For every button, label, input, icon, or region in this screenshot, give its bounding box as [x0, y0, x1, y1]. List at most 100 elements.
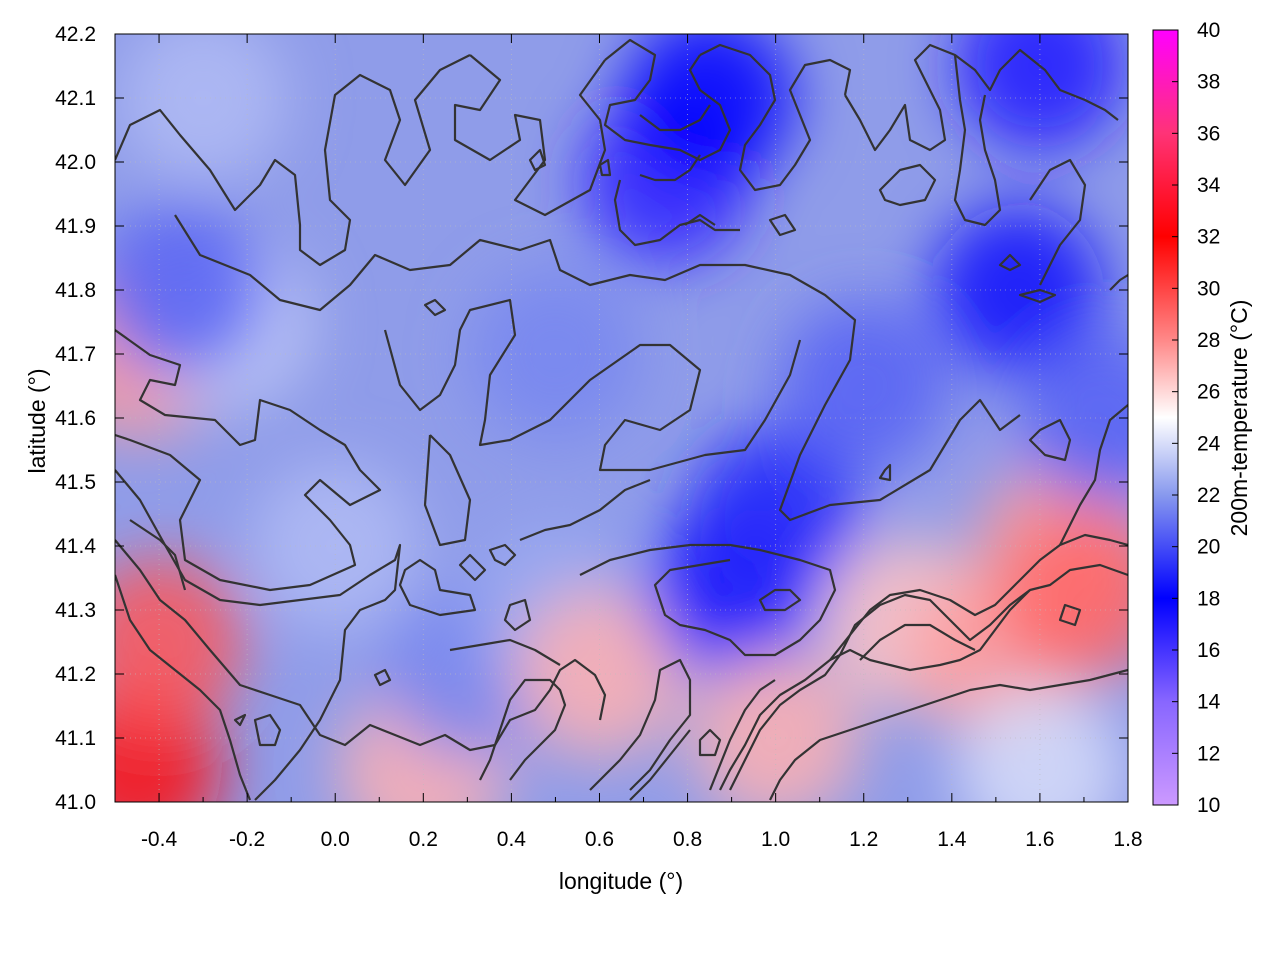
- colorbar-tick-label: 30: [1197, 277, 1220, 300]
- contour-line: [708, 679, 776, 791]
- x-tick-label: 0.2: [409, 828, 438, 851]
- contour-line: [603, 38, 732, 162]
- contour-line: [115, 54, 471, 267]
- plot-area: -0.4 -0.2 0.0 0.2 0.4 0.6 0.8 1.0 1.2 1.4 1.6 1.8 4…: [55, 23, 1143, 851]
- contour-line: [174, 214, 1021, 522]
- contour-line: [488, 543, 517, 567]
- contour-line: [253, 713, 282, 747]
- contour-line: [769, 668, 1128, 801]
- contour-line: [953, 54, 1002, 227]
- contour-line: [233, 713, 247, 727]
- y-tick-label: 41.4: [55, 535, 96, 558]
- colorbar-tick-label: 16: [1197, 639, 1220, 662]
- x-tick-label: 1.6: [1025, 828, 1054, 851]
- contour-line: [768, 213, 797, 237]
- temperature-sample: [932, 205, 1103, 375]
- contour-line: [598, 158, 612, 177]
- contour-line: [494, 658, 607, 746]
- contour-line: [115, 469, 402, 801]
- contour-line: [115, 574, 252, 801]
- colorbar-tick-label: 32: [1197, 226, 1220, 249]
- y-tick-label: 41.1: [55, 727, 96, 750]
- x-axis-ticks: -0.4 -0.2 0.0 0.2 0.4 0.6 0.8 1.0 1.2 1.4 1.6 1.8: [141, 34, 1143, 851]
- contour-line: [758, 588, 802, 612]
- contour-line: [1109, 274, 1128, 291]
- colorbar-ticks: 10 12 14 16 18 20 22 24 26 28 30 32 34 36 38 40: [1172, 19, 1221, 817]
- y-tick-label: 41.5: [55, 471, 96, 494]
- contour-line: [449, 638, 561, 666]
- contour-line: [528, 148, 547, 172]
- colorbar-tick-label: 18: [1197, 587, 1220, 610]
- contour-line: [383, 298, 802, 472]
- contour-line: [479, 678, 567, 781]
- colorbar-tick-label: 26: [1197, 381, 1220, 404]
- x-tick-label: 0.4: [497, 828, 527, 851]
- temperature-sample: [954, 34, 1125, 151]
- contour-line: [613, 179, 740, 247]
- contour-line: [503, 598, 532, 632]
- temperature-sample: [624, 34, 795, 183]
- contour-line: [129, 519, 187, 591]
- y-tick-label: 42.0: [55, 151, 96, 174]
- contour-line: [1058, 603, 1082, 627]
- colorbar-tick-label: 36: [1197, 122, 1220, 145]
- colorbar-tick-label: 14: [1197, 691, 1221, 714]
- temperature-sample: [954, 685, 1125, 802]
- colorbar-tick-label: 24: [1197, 432, 1221, 455]
- contour-line: [639, 104, 711, 132]
- contour-line: [998, 253, 1022, 272]
- contour-line: [115, 329, 382, 592]
- y-tick-label: 41.0: [55, 791, 96, 814]
- colorbar-tick-label: 38: [1197, 71, 1220, 94]
- colorbar-tick-label: 28: [1197, 329, 1220, 352]
- y-axis-ticks: 41.0 41.1 41.2 41.3 41.4 41.5 41.6 41.7 41.8 41.9…: [55, 23, 1128, 814]
- temperature-sample: [778, 301, 949, 471]
- contour-line: [1018, 288, 1057, 304]
- colorbar-tick-label: 20: [1197, 536, 1220, 559]
- contour-line: [458, 553, 487, 582]
- contour-line: [878, 463, 892, 482]
- x-axis-title: longitude (°): [559, 868, 683, 894]
- temperature-sample: [118, 34, 289, 183]
- contour-line: [579, 543, 837, 657]
- contour-line: [423, 298, 447, 317]
- colorbar-title: 200m-temperature (°C): [1226, 300, 1252, 537]
- x-tick-label: 0.8: [673, 828, 702, 851]
- contour-line: [729, 563, 1128, 791]
- x-tick-label: -0.2: [229, 828, 265, 851]
- temperature-sample: [1021, 333, 1128, 503]
- contour-line: [589, 658, 692, 791]
- temperature-sample: [115, 557, 245, 727]
- contour-line: [878, 163, 937, 207]
- colorbar-tick-label: 34: [1197, 174, 1221, 197]
- temperature-field: [115, 34, 1128, 802]
- x-tick-label: -0.4: [141, 828, 178, 851]
- contour-line: [859, 623, 976, 661]
- contour-line: [639, 154, 701, 182]
- contour-line: [453, 54, 607, 217]
- x-tick-label: 1.8: [1113, 828, 1142, 851]
- x-tick-label: 1.0: [761, 828, 790, 851]
- x-tick-label: 1.2: [849, 828, 878, 851]
- contour-line: [115, 539, 496, 752]
- contour-line: [373, 668, 392, 687]
- contour-line: [699, 43, 852, 192]
- colorbar-tick-label: 40: [1197, 19, 1220, 42]
- y-tick-label: 41.2: [55, 663, 96, 686]
- contour-line: [519, 478, 651, 542]
- temperature-sample: [998, 512, 1128, 683]
- contour-line: [1028, 418, 1072, 462]
- contour-line: [1059, 404, 1128, 546]
- x-tick-label: 0.0: [321, 828, 350, 851]
- contour-line: [1029, 158, 1087, 286]
- colorbar-tick-label: 10: [1197, 794, 1220, 817]
- y-tick-label: 41.3: [55, 599, 96, 622]
- contour-line: [698, 728, 722, 757]
- colorbar-scale: [1152, 29, 1179, 806]
- x-tick-label: 0.6: [585, 828, 614, 851]
- y-tick-label: 42.1: [55, 87, 96, 110]
- y-tick-label: 42.2: [55, 23, 96, 46]
- contour-line: [423, 434, 472, 547]
- colorbar-tick-label: 12: [1197, 742, 1220, 765]
